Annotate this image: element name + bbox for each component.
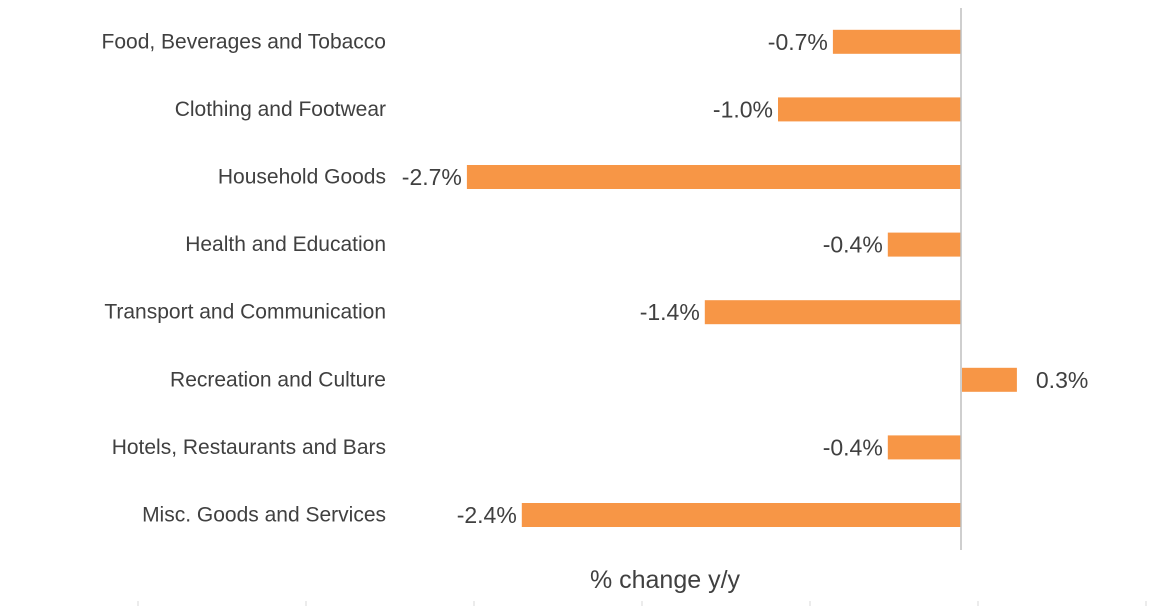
data-label: -2.7%: [402, 164, 462, 190]
x-axis-title: % change y/y: [590, 566, 741, 594]
bar: [778, 97, 961, 122]
bar: [887, 435, 961, 460]
bar: [962, 367, 1017, 392]
category-label: Transport and Communication: [104, 301, 386, 324]
data-labels: -0.7% -1.0% -2.7% -0.4% -1.4% 0.3% -0.4% -2.4%: [402, 29, 1089, 528]
data-label: -2.4%: [457, 502, 517, 528]
x-axis-ticks: [137, 601, 1147, 606]
bar-series: [466, 29, 1017, 527]
category-label: Food, Beverages and Tobacco: [102, 30, 386, 53]
bar: [704, 300, 961, 325]
category-label: Clothing and Footwear: [175, 98, 386, 121]
bar: [521, 503, 961, 527]
data-label: -1.4%: [640, 299, 700, 325]
data-label: -0.4%: [823, 232, 883, 258]
bar: [887, 232, 961, 257]
data-label: -1.0%: [713, 96, 773, 122]
category-label: Hotels, Restaurants and Bars: [112, 436, 386, 459]
category-label: Health and Education: [185, 233, 386, 256]
data-label: 0.3%: [1036, 367, 1088, 393]
data-label: -0.7%: [768, 29, 828, 55]
bar: [466, 165, 961, 189]
bar: [832, 29, 961, 54]
category-label: Misc. Goods and Services: [142, 504, 386, 527]
data-label: -0.4%: [823, 434, 883, 460]
category-labels: Food, Beverages and Tobacco Clothing and …: [102, 30, 386, 526]
category-label: Recreation and Culture: [170, 368, 386, 391]
category-label: Household Goods: [218, 166, 386, 189]
